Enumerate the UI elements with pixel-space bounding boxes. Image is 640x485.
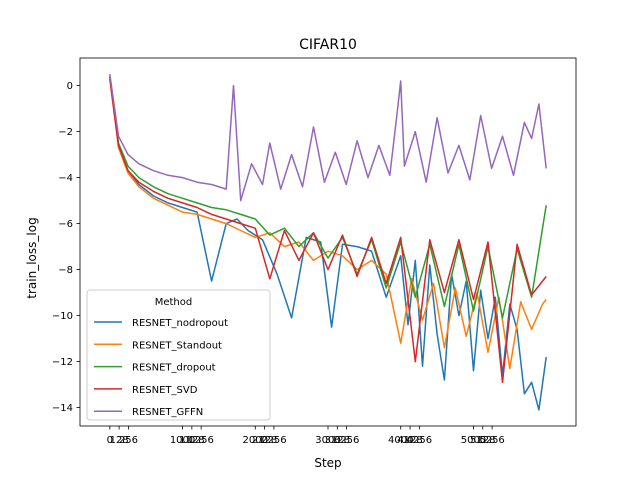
x-tick-label: 128 [110, 435, 129, 446]
x-tick-label: 4000 [388, 435, 413, 446]
x-tick-label: 1256 [188, 435, 213, 446]
series-line-0 [109, 76, 547, 411]
series-line-4 [109, 73, 547, 202]
y-tick-label: −14 [52, 403, 73, 414]
x-tick-label: 256 [119, 435, 138, 446]
series-lines [109, 73, 547, 411]
x-tick-label: 5000 [461, 435, 486, 446]
legend: Method RESNET_nodropout RESNET_Standout RES… [86, 289, 271, 421]
y-tick-label: −8 [58, 265, 73, 276]
y-tick-label: −6 [58, 219, 73, 230]
y-tick-label: 0 [67, 81, 73, 92]
x-tick-label: 5128 [470, 435, 495, 446]
series-line-3 [109, 78, 547, 384]
legend-label-4: RESNET_GFFN [132, 407, 203, 418]
series-line-1 [109, 78, 547, 370]
legend-box [86, 289, 271, 421]
x-tick-label: 2128 [252, 435, 277, 446]
legend-label-1: RESNET_Standout [132, 340, 222, 351]
legend-label-0: RESNET_nodropout [132, 318, 228, 329]
y-tick-label: −4 [58, 173, 73, 184]
x-tick-label: 3256 [334, 435, 359, 446]
legend-label-2: RESNET_dropout [132, 363, 216, 374]
x-tick-label: 4256 [407, 435, 432, 446]
x-tick-label: 1128 [179, 435, 204, 446]
y-axis-label: train_loss_log [25, 217, 39, 298]
y-tick-label: −2 [58, 127, 73, 138]
x-axis-label: Step [314, 456, 341, 470]
y-tick-label: −10 [52, 311, 73, 322]
x-tick-label: 2256 [261, 435, 286, 446]
x-tick-label: 0 [107, 435, 113, 446]
x-tick-label: 1000 [170, 435, 195, 446]
x-tick-label: 4128 [397, 435, 422, 446]
chart-title: CIFAR10 [299, 37, 357, 53]
x-tick-label: 3000 [315, 435, 340, 446]
x-tick-label: 5256 [479, 435, 504, 446]
legend-label-3: RESNET_SVD [132, 385, 198, 396]
x-tick-label: 2000 [243, 435, 268, 446]
y-ticks: 0 −2 −4 −6 −8 −10 −12 −14 [52, 81, 80, 414]
series-line-2 [109, 76, 547, 319]
x-tick-label: 3128 [325, 435, 350, 446]
legend-title: Method [155, 297, 193, 308]
y-tick-label: −12 [52, 357, 73, 368]
